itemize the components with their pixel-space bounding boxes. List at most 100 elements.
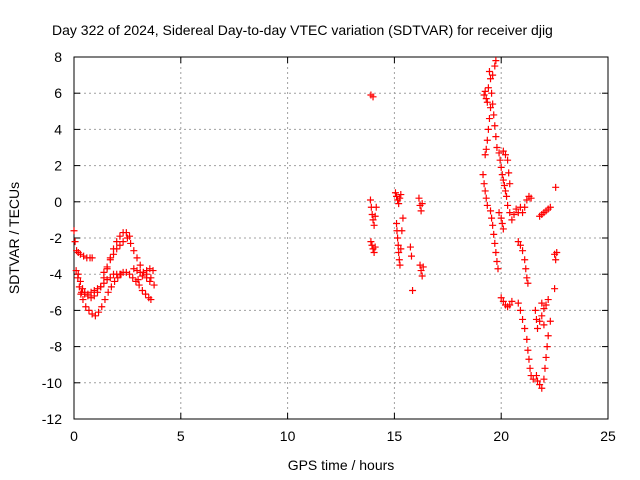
data-point [514,238,522,246]
data-point [394,234,402,242]
data-point [103,263,111,271]
data-point [491,239,499,247]
data-point [485,115,493,123]
data-point [483,201,491,209]
data-point [490,230,498,238]
data-point [479,171,487,179]
data-point [514,299,522,307]
data-point [98,303,106,311]
data-point [522,265,530,273]
data-point [395,248,403,256]
data-point [529,375,537,383]
data-point [487,207,495,215]
data-point [130,247,138,255]
data-point [126,270,134,278]
data-point [91,312,99,320]
data-point [419,263,427,271]
data-point [493,144,501,151]
data-point [79,285,87,293]
data-point [512,205,520,213]
data-point [492,133,500,141]
data-point [114,274,122,282]
data-point [133,254,141,262]
data-point [481,187,489,195]
data-point [82,303,90,311]
data-point [497,294,505,302]
data-point [367,238,375,246]
data-point [489,100,497,108]
data-point [481,151,489,159]
data-point [136,261,144,269]
data-point [370,248,378,256]
y-tick-label: -12 [42,411,62,427]
data-point [95,308,103,316]
data-point [395,256,403,264]
data-point [488,214,496,222]
data-point [487,104,495,112]
data-point [369,93,377,101]
data-point [71,238,79,246]
data-point [553,248,561,256]
data-point [129,274,137,282]
data-point [543,343,551,351]
data-point [524,346,532,354]
data-point [396,261,404,269]
data-point [72,267,80,275]
data-point [519,209,527,217]
data-point [123,234,131,242]
chart-title: Day 322 of 2024, Sidereal Day-to-day VTE… [52,22,553,38]
data-point [523,274,531,282]
data-point [501,151,509,159]
data-point [480,180,488,188]
data-point [113,245,121,253]
data-point [372,203,380,211]
data-point [79,296,87,304]
data-point [396,194,404,202]
data-point [418,200,426,208]
data-point [504,201,512,209]
data-point [491,122,499,130]
data-point [499,147,507,155]
data-point [371,243,379,251]
data-point [485,67,493,75]
data-point [489,71,497,79]
data-point [525,355,533,363]
y-tick-label: -6 [50,302,63,318]
data-point [74,270,82,278]
x-tick-label: 25 [600,428,616,444]
data-point [536,317,544,325]
x-tick-label: 20 [493,428,509,444]
y-tick-label: 8 [54,49,62,65]
data-point [481,87,489,95]
data-point [516,306,524,314]
data-point [135,281,143,289]
data-point [110,250,118,258]
data-point [106,256,114,264]
data-point [418,272,426,280]
data-point [147,274,155,282]
y-tick-label: -8 [50,339,63,355]
data-point [552,183,560,191]
data-point [393,220,401,228]
data-point [482,145,490,153]
data-point [505,169,513,177]
data-point [76,277,84,285]
data-point [399,214,407,222]
data-point [484,125,492,133]
data-point [398,227,406,235]
data-point [397,245,405,253]
data-point [506,209,514,217]
data-point [546,317,554,325]
data-point [391,189,399,197]
data-point [482,194,490,202]
data-point [508,297,516,305]
data-point [417,267,425,275]
y-axis-label: SDTVAR / TECUs [6,182,22,294]
data-point [406,243,414,251]
y-tick-label: -2 [50,230,63,246]
data-point [552,256,560,264]
data-point [544,296,552,304]
data-point [498,171,506,179]
